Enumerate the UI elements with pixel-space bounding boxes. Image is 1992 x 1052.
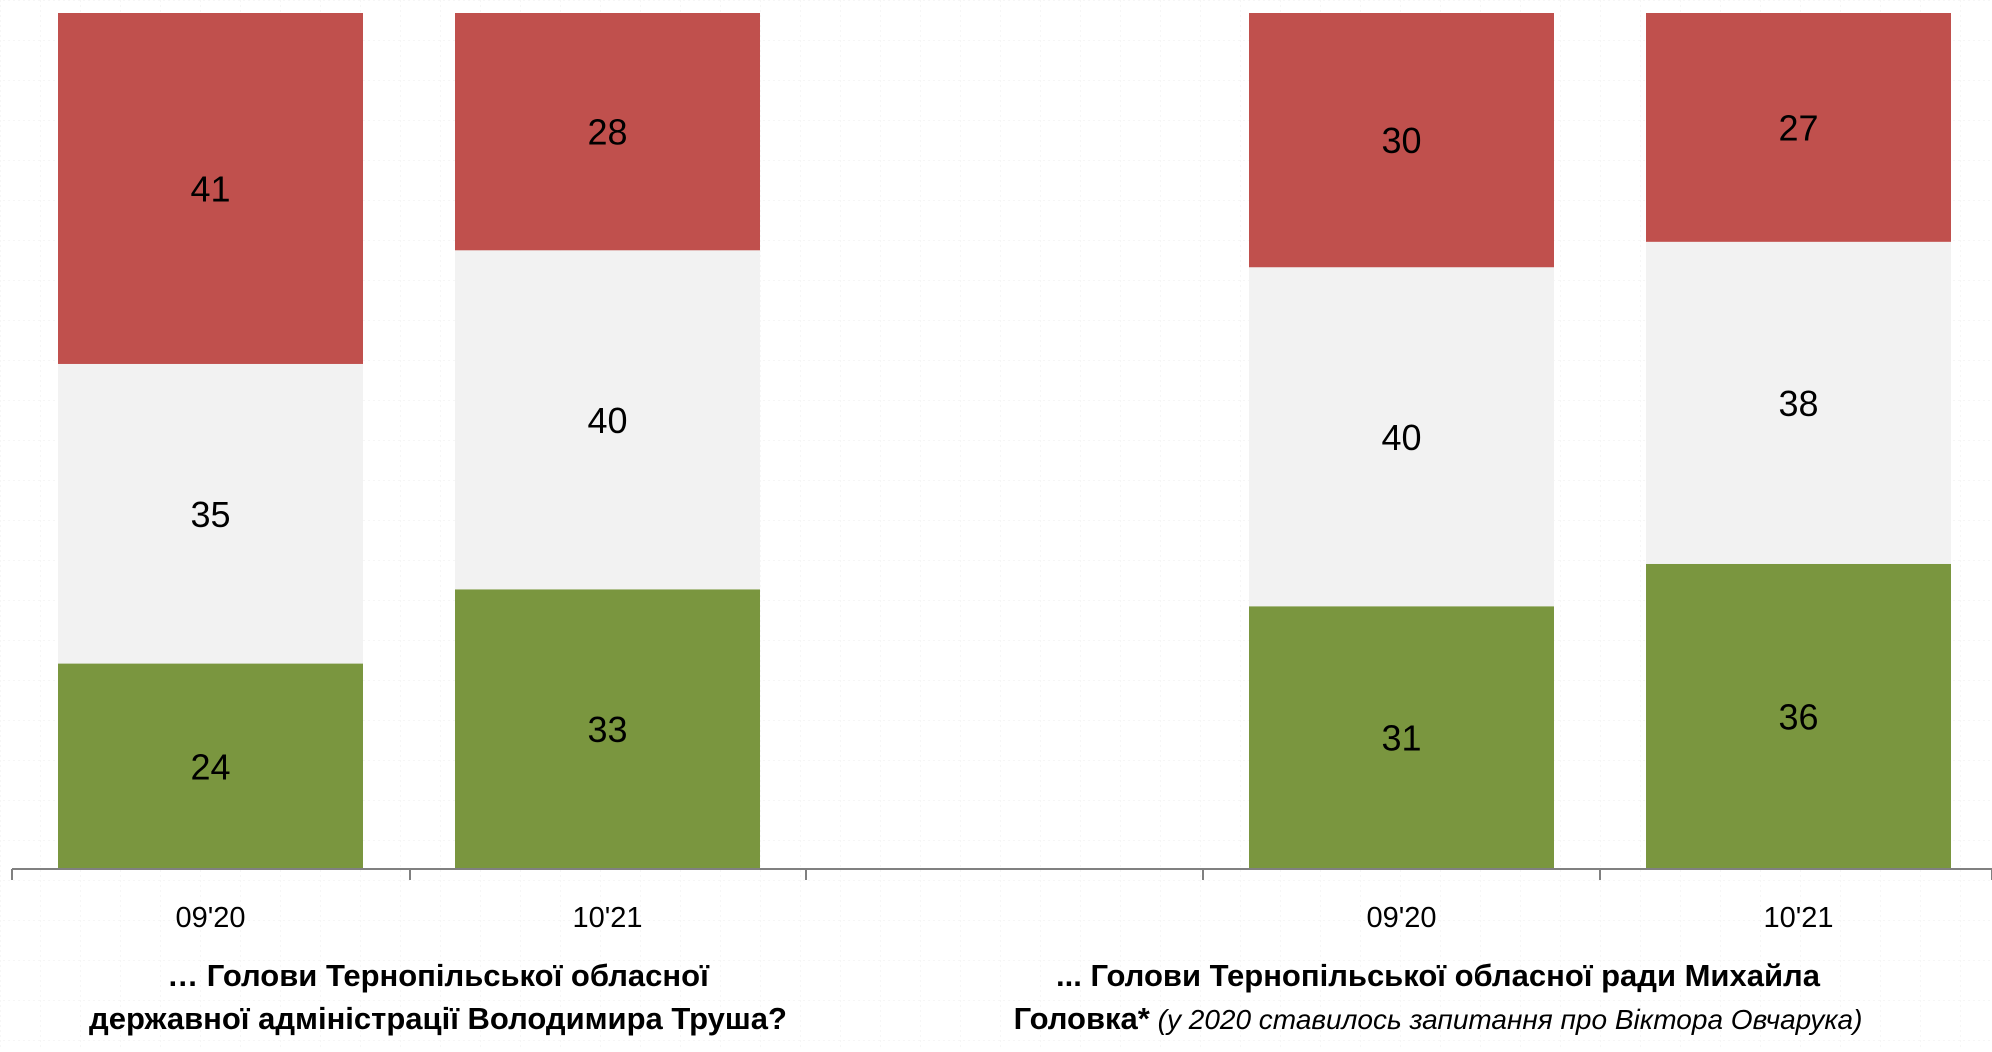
data-label: 38 [1778,383,1818,424]
group-title: державної адміністрації Володимира Труша… [89,1001,787,1036]
bar-segment-negative [58,13,363,364]
labels-layer: 24 35 41 09'20 33 40 28 10'21 … Голови Тернопіль… [89,107,1862,1036]
x-tick-label: 10'21 [572,902,642,934]
data-label: 33 [587,709,627,750]
bar-segment-positive [1249,606,1554,869]
data-label: 40 [587,400,627,441]
bar-segment-positive [1646,563,1951,869]
bar-segment-positive [455,589,760,869]
data-label: 41 [190,168,230,209]
bar-segment-positive [58,663,363,869]
bar-segment-neutral [455,250,760,590]
group-title: … Голови Тернопільської обласної [167,958,710,993]
data-label: 24 [190,746,230,787]
x-tick-label: 09'20 [175,902,245,934]
bar-segment-negative [1646,13,1951,242]
data-label: 40 [1381,417,1421,458]
x-tick-label: 09'20 [1366,902,1436,934]
axis-layer [11,868,1992,880]
data-label: 30 [1381,120,1421,161]
data-label: 27 [1778,107,1818,148]
bars-layer [58,13,1951,869]
data-label: 36 [1778,696,1818,737]
group-title: Головка* (у 2020 ставилось запитання про… [1014,1001,1863,1036]
group-title: ... Голови Тернопільської обласної ради … [1056,958,1821,993]
data-label: 28 [587,112,627,153]
data-label: 31 [1381,718,1421,759]
bar-segment-negative [1249,13,1554,268]
bar-segment-negative [455,13,760,251]
group-title-note: (у 2020 ставилось запитання про Віктора … [1150,1004,1863,1035]
bar-segment-neutral [1646,241,1951,564]
bar-segment-neutral [1249,267,1554,607]
bar-segment-neutral [58,363,363,664]
x-tick-label: 10'21 [1763,902,1833,934]
data-label: 35 [190,494,230,535]
